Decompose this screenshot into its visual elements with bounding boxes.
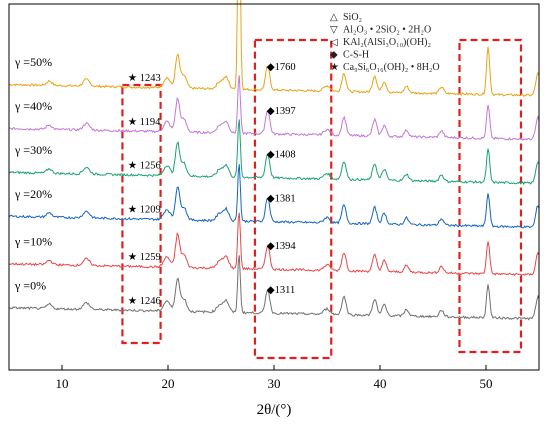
- legend-entry: KAl₂(AlSi₃O₁₀)(OH)₂: [343, 37, 431, 48]
- annotation-label: ★ 1194: [128, 117, 161, 128]
- annotation-label: ★ 1209: [128, 205, 161, 216]
- highlight-boxes: [121, 38, 523, 360]
- series-line: [8, 0, 540, 98]
- annotation-label: ◆1408: [267, 150, 296, 161]
- series-line: [8, 255, 540, 321]
- series-label: γ =40%: [14, 99, 52, 113]
- annotation-label: ◆1394: [267, 241, 297, 252]
- series-label: γ =10%: [14, 235, 52, 249]
- series-label: γ =50%: [14, 55, 52, 69]
- x-tick-label: 10: [56, 376, 69, 391]
- legend-symbol: ★: [330, 62, 339, 73]
- legend-symbol: △: [330, 12, 338, 23]
- x-axis-title: 2θ/(°): [257, 402, 292, 418]
- series-layer: [8, 0, 540, 321]
- annotation-label: ◆1381: [267, 194, 296, 205]
- series-label: γ =0%: [14, 278, 46, 292]
- x-tick-label: 50: [480, 376, 493, 391]
- annotation-label: ◆1397: [267, 106, 296, 117]
- x-axis-ticks: 10 20 30 40 50: [56, 365, 493, 391]
- x-tick-label: 40: [374, 376, 387, 391]
- legend: △ SiO₂ ▽ Al₂O₃ • 2SiO₂ • 2H₂O ◁ KAl₂(AlSi₃O₁₀…: [330, 12, 440, 73]
- annotation-label: ★ 1256: [128, 161, 161, 172]
- annotation-label: ★ 1246: [128, 296, 161, 307]
- legend-symbol: ◆: [330, 50, 338, 61]
- annotation-label: ★ 1243: [128, 73, 161, 84]
- series-line: [8, 119, 540, 186]
- annotation-label: ★ 1259: [128, 252, 161, 263]
- series-line: [8, 75, 540, 142]
- legend-entry: Ca₉Si₆O₁₆(OH)₂ • 8H₂O: [343, 62, 440, 73]
- highlight-box: [121, 83, 162, 345]
- series-label: γ =20%: [14, 187, 52, 201]
- annotation-label: ◆1760: [267, 62, 296, 73]
- x-tick-label: 20: [162, 376, 175, 391]
- legend-symbol: ◁: [330, 37, 338, 48]
- series-line: [8, 212, 540, 277]
- legend-entry: SiO₂: [343, 12, 362, 23]
- series-label: γ =30%: [14, 143, 52, 157]
- legend-entry: C-S-H: [343, 50, 369, 61]
- series-labels: γ =50% γ =40% γ =30% γ =20% γ =10% γ =0%: [14, 55, 52, 292]
- legend-symbol: ▽: [330, 25, 338, 36]
- series-line: [8, 164, 540, 229]
- x-tick-label: 30: [268, 376, 281, 391]
- annotation-labels: ★ 1243 ◆1760 ★ 1194 ◆1397 ★ 1256 ◆1408 ★ 1209 ◆…: [128, 62, 297, 307]
- legend-entry: Al₂O₃ • 2SiO₂ • 2H₂O: [343, 25, 431, 36]
- annotation-label: ◆1311: [267, 285, 296, 296]
- highlight-box: [253, 38, 333, 360]
